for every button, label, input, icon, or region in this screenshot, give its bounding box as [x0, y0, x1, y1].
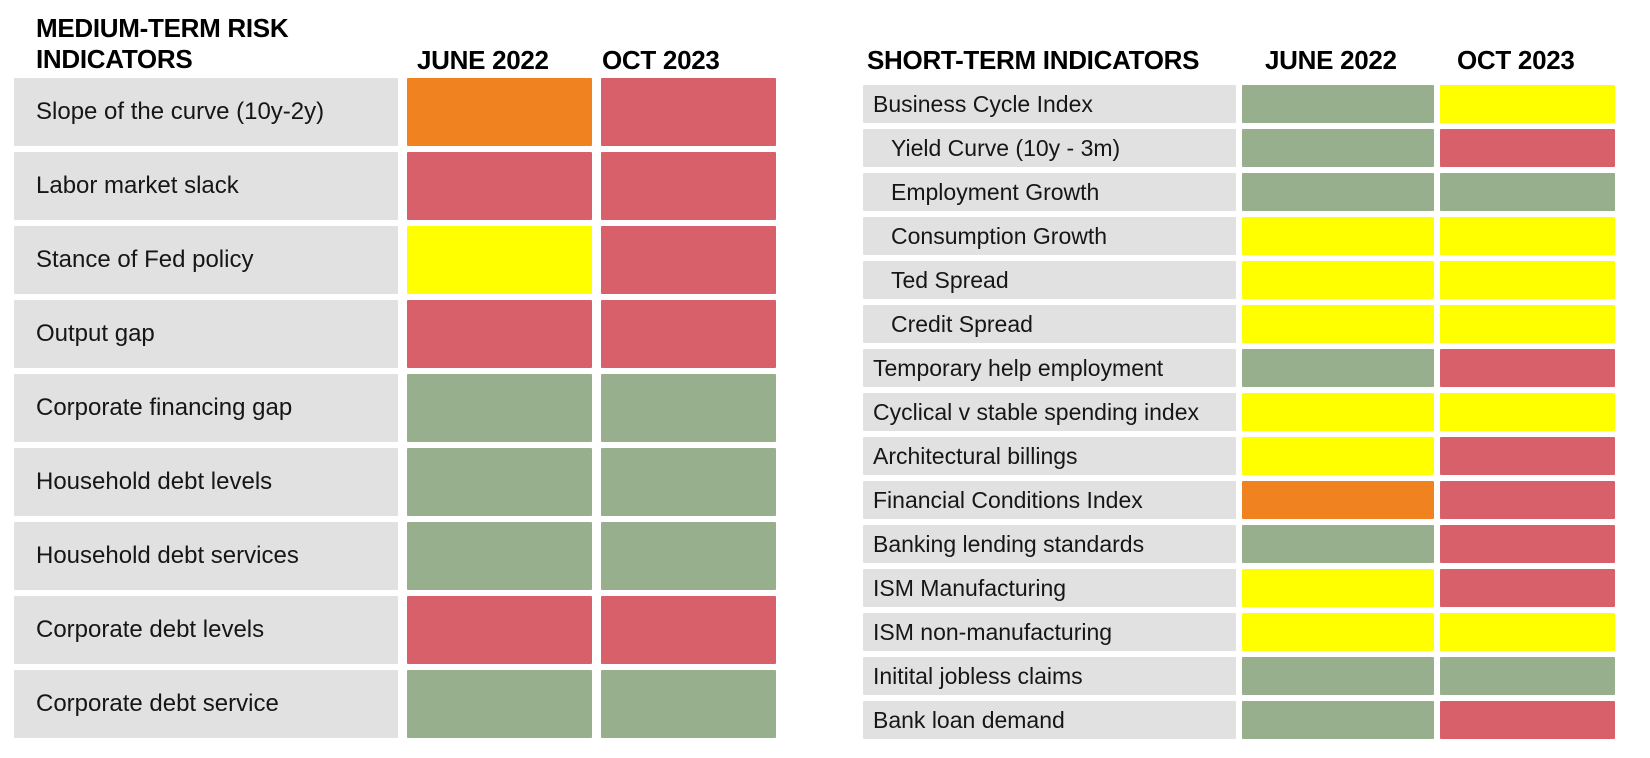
- row-label: Business Cycle Index: [863, 85, 1236, 123]
- status-cell-oct-2023-yellow: [1440, 393, 1615, 431]
- status-cell-june-2022-green: [1242, 85, 1434, 123]
- status-cell-june-2022-green: [1242, 173, 1434, 211]
- status-cell-oct-2023-red: [601, 78, 776, 146]
- status-cell-oct-2023-red: [1440, 349, 1615, 387]
- status-cell-oct-2023-red: [601, 226, 776, 294]
- row-label: Temporary help employment: [863, 349, 1236, 387]
- status-cell-june-2022-green: [1242, 129, 1434, 167]
- row-label: Yield Curve (10y - 3m): [863, 129, 1236, 167]
- short-term-grid: Business Cycle Index Yield Curve (10y - 3…: [863, 85, 1615, 739]
- status-cell-june-2022-yellow: [1242, 393, 1434, 431]
- medium-term-grid: Slope of the curve (10y-2y) Labor market …: [14, 78, 776, 738]
- row-label: ISM Manufacturing: [863, 569, 1236, 607]
- row-label: Corporate debt service: [14, 670, 398, 738]
- status-cell-june-2022-green: [407, 448, 592, 516]
- medium-term-oct-2023-column-header: OCT 2023: [602, 45, 720, 75]
- status-cell-june-2022-green: [1242, 657, 1434, 695]
- medium-term-june-2022-column-header: JUNE 2022: [417, 45, 549, 75]
- row-label: Banking lending standards: [863, 525, 1236, 563]
- status-cell-oct-2023-green: [601, 374, 776, 442]
- status-cell-june-2022-red: [407, 596, 592, 664]
- status-cell-oct-2023-red: [601, 300, 776, 368]
- status-cell-june-2022-green: [1242, 349, 1434, 387]
- status-cell-june-2022-yellow: [1242, 217, 1434, 255]
- row-label: Architectural billings: [863, 437, 1236, 475]
- status-cell-oct-2023-red: [1440, 525, 1615, 563]
- status-cell-june-2022-green: [1242, 525, 1434, 563]
- status-cell-june-2022-red: [407, 152, 592, 220]
- row-label: Labor market slack: [14, 152, 398, 220]
- status-cell-june-2022-yellow: [1242, 305, 1434, 343]
- status-cell-oct-2023-green: [1440, 657, 1615, 695]
- row-label: Bank loan demand: [863, 701, 1236, 739]
- row-label: Stance of Fed policy: [14, 226, 398, 294]
- status-cell-oct-2023-yellow: [1440, 261, 1615, 299]
- short-term-table-title: SHORT-TERM INDICATORS: [867, 45, 1200, 75]
- row-label: Consumption Growth: [863, 217, 1236, 255]
- status-cell-june-2022-green: [407, 522, 592, 590]
- status-cell-june-2022-orange: [407, 78, 592, 146]
- status-cell-june-2022-yellow: [1242, 569, 1434, 607]
- status-cell-oct-2023-red: [1440, 481, 1615, 519]
- row-label: Corporate financing gap: [14, 374, 398, 442]
- row-label: Financial Conditions Index: [863, 481, 1236, 519]
- medium-term-title-line-1: MEDIUM-TERM RISK: [36, 13, 289, 43]
- status-cell-june-2022-yellow: [1242, 437, 1434, 475]
- status-cell-june-2022-green: [407, 374, 592, 442]
- medium-term-title-line-2: INDICATORS: [36, 44, 193, 74]
- status-cell-oct-2023-red: [1440, 437, 1615, 475]
- status-cell-oct-2023-red: [1440, 569, 1615, 607]
- status-cell-june-2022-yellow: [1242, 261, 1434, 299]
- row-label: Cyclical v stable spending index: [863, 393, 1236, 431]
- status-cell-oct-2023-red: [601, 596, 776, 664]
- status-cell-oct-2023-yellow: [1440, 305, 1615, 343]
- row-label: Household debt levels: [14, 448, 398, 516]
- status-cell-oct-2023-red: [1440, 129, 1615, 167]
- status-cell-june-2022-yellow: [1242, 613, 1434, 651]
- status-cell-june-2022-green: [1242, 701, 1434, 739]
- short-term-oct-2023-column-header: OCT 2023: [1457, 45, 1575, 75]
- medium-term-table-title: MEDIUM-TERM RISK INDICATORS: [36, 13, 289, 75]
- status-cell-oct-2023-green: [601, 670, 776, 738]
- row-label: Corporate debt levels: [14, 596, 398, 664]
- row-label: Slope of the curve (10y-2y): [14, 78, 398, 146]
- row-label: Household debt services: [14, 522, 398, 590]
- row-label: Output gap: [14, 300, 398, 368]
- status-cell-oct-2023-red: [601, 152, 776, 220]
- row-label: Credit Spread: [863, 305, 1236, 343]
- status-cell-oct-2023-green: [1440, 173, 1615, 211]
- status-cell-oct-2023-green: [601, 448, 776, 516]
- status-cell-oct-2023-yellow: [1440, 613, 1615, 651]
- row-label: Employment Growth: [863, 173, 1236, 211]
- status-cell-oct-2023-yellow: [1440, 85, 1615, 123]
- status-cell-june-2022-orange: [1242, 481, 1434, 519]
- row-label: Initital jobless claims: [863, 657, 1236, 695]
- status-cell-june-2022-red: [407, 300, 592, 368]
- status-cell-june-2022-green: [407, 670, 592, 738]
- row-label: Ted Spread: [863, 261, 1236, 299]
- row-label: ISM non-manufacturing: [863, 613, 1236, 651]
- status-cell-oct-2023-green: [601, 522, 776, 590]
- status-cell-june-2022-yellow: [407, 226, 592, 294]
- status-cell-oct-2023-red: [1440, 701, 1615, 739]
- short-term-june-2022-column-header: JUNE 2022: [1265, 45, 1397, 75]
- status-cell-oct-2023-yellow: [1440, 217, 1615, 255]
